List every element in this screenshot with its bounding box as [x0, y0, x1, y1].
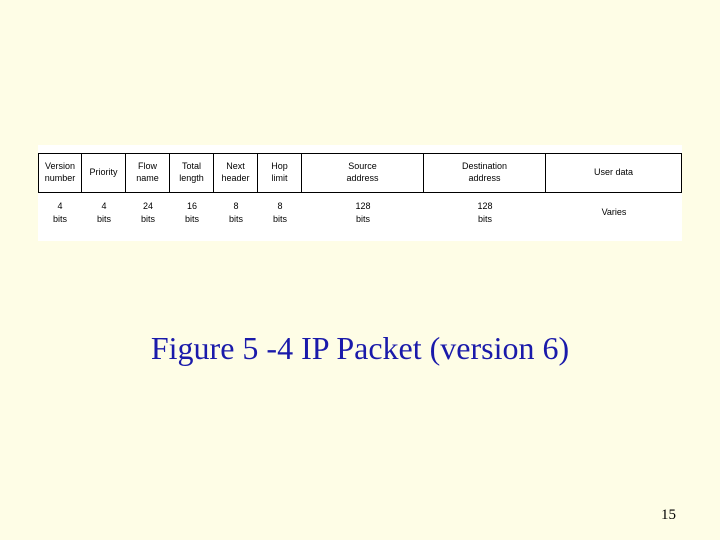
- field-unit: bits: [273, 213, 287, 227]
- field-label: limit: [272, 173, 288, 185]
- field-unit: bits: [229, 213, 243, 227]
- field-label: Source: [348, 161, 377, 173]
- packet-field-value: 128bits: [424, 195, 546, 231]
- field-value: 8: [277, 200, 282, 214]
- field-label: Flow: [138, 161, 157, 173]
- field-value: Varies: [602, 206, 627, 220]
- packet-value-row: 4bits4bits24bits16bits8bits8bits128bits1…: [38, 195, 682, 231]
- field-label: Hop: [271, 161, 288, 173]
- field-label: Priority: [89, 167, 117, 179]
- field-unit: bits: [141, 213, 155, 227]
- packet-field-value: Varies: [546, 195, 682, 231]
- packet-field-value: 4bits: [82, 195, 126, 231]
- field-value: 4: [101, 200, 106, 214]
- packet-field-header: Sourceaddress: [302, 154, 424, 192]
- field-label: Total: [182, 161, 201, 173]
- field-value: 16: [187, 200, 197, 214]
- field-label: number: [45, 173, 76, 185]
- packet-field-header: Priority: [82, 154, 126, 192]
- field-label: name: [136, 173, 159, 185]
- ip-packet-diagram: VersionnumberPriorityFlownameTotallength…: [38, 145, 682, 241]
- field-label: length: [179, 173, 204, 185]
- packet-field-value: 16bits: [170, 195, 214, 231]
- packet-field-header: Hoplimit: [258, 154, 302, 192]
- packet-field-header: User data: [546, 154, 682, 192]
- field-label: User data: [594, 167, 633, 179]
- field-unit: bits: [478, 213, 492, 227]
- field-label: Version: [45, 161, 75, 173]
- field-unit: bits: [356, 213, 370, 227]
- field-value: 8: [233, 200, 238, 214]
- field-unit: bits: [185, 213, 199, 227]
- packet-field-value: 8bits: [258, 195, 302, 231]
- page-number: 15: [661, 507, 676, 524]
- field-value: 128: [355, 200, 370, 214]
- field-unit: bits: [97, 213, 111, 227]
- field-value: 128: [477, 200, 492, 214]
- packet-field-header: Totallength: [170, 154, 214, 192]
- packet-field-value: 4bits: [38, 195, 82, 231]
- field-label: address: [346, 173, 378, 185]
- field-label: Next: [226, 161, 245, 173]
- packet-field-value: 128bits: [302, 195, 424, 231]
- packet-field-header: Flowname: [126, 154, 170, 192]
- field-label: Destination: [462, 161, 507, 173]
- field-value: 24: [143, 200, 153, 214]
- field-label: header: [221, 173, 249, 185]
- field-unit: bits: [53, 213, 67, 227]
- packet-field-header: Destinationaddress: [424, 154, 546, 192]
- field-label: address: [468, 173, 500, 185]
- figure-caption: Figure 5 -4 IP Packet (version 6): [0, 330, 720, 367]
- field-value: 4: [57, 200, 62, 214]
- packet-field-value: 8bits: [214, 195, 258, 231]
- packet-field-header: Versionnumber: [38, 154, 82, 192]
- packet-field-value: 24bits: [126, 195, 170, 231]
- packet-header-row: VersionnumberPriorityFlownameTotallength…: [38, 153, 682, 193]
- packet-field-header: Nextheader: [214, 154, 258, 192]
